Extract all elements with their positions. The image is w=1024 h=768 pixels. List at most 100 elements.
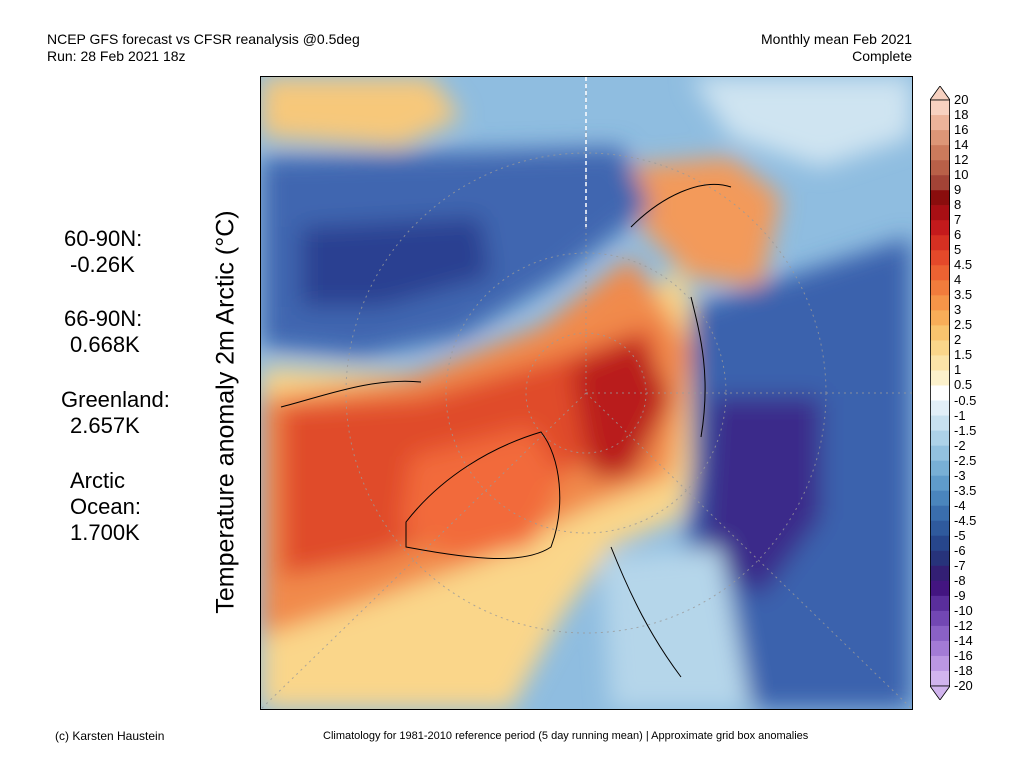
colorbar-cell xyxy=(930,610,950,627)
colorbar-tick-label: 2 xyxy=(954,332,962,348)
coastlines xyxy=(280,183,732,678)
colorbar-cell xyxy=(930,595,950,612)
colorbar-tick-label: -18 xyxy=(954,662,973,678)
colorbar-cell xyxy=(930,565,950,582)
colorbar-tick-label: -4 xyxy=(954,497,966,513)
colorbar-tick-label: -16 xyxy=(954,647,973,663)
colorbar-cell xyxy=(930,580,950,597)
colorbar-tick-label: -5 xyxy=(954,527,966,543)
colorbar-cell xyxy=(930,175,950,191)
colorbar-tick-label: -2.5 xyxy=(954,452,977,468)
colorbar-cell xyxy=(930,415,950,431)
colorbar-cell xyxy=(930,310,950,326)
colorbar-cell xyxy=(930,625,950,642)
colorbar-bottom-triangle xyxy=(930,685,950,700)
colorbar-tick-label: -4.5 xyxy=(954,512,977,528)
colorbar-tick-label: 14 xyxy=(954,137,969,153)
colorbar-tick-label: 4.5 xyxy=(954,257,973,273)
colorbar-cell xyxy=(930,655,950,672)
colorbar-tick-label: 6 xyxy=(954,227,962,243)
colorbar-top-triangle xyxy=(930,86,950,101)
colorbar-cell xyxy=(930,340,950,356)
colorbar-tick-label: 12 xyxy=(954,152,969,168)
colorbar-tick-label: 5 xyxy=(954,242,962,258)
colorbar-cell xyxy=(930,385,950,401)
colorbar-cell xyxy=(930,640,950,657)
colorbar-tick-label: 3 xyxy=(954,302,962,318)
colorbar-cell xyxy=(930,235,950,251)
period-title: Monthly mean Feb 2021 xyxy=(761,31,912,47)
colorbar-tick-label: -1.5 xyxy=(954,422,977,438)
colorbar-tick-label: -3 xyxy=(954,467,966,483)
colorbar-cell xyxy=(930,430,950,446)
axis-label: Temperature anomaly 2m Arctic (°C) xyxy=(211,210,240,614)
stat-label: Ocean: xyxy=(70,494,141,519)
colorbar-tick-label: -2 xyxy=(954,437,966,453)
colorbar-tick-label: -6 xyxy=(954,542,966,558)
colorbar-tick-label: 0.5 xyxy=(954,377,973,393)
colorbar-tick-label: 2.5 xyxy=(954,317,973,333)
colorbar-cell xyxy=(930,505,950,522)
colorbar-tick-label: -14 xyxy=(954,632,973,648)
colorbar-cell xyxy=(930,250,950,266)
run-time: Run: 28 Feb 2021 18z xyxy=(47,48,186,64)
colorbar-cell xyxy=(930,295,950,311)
status-label: Complete xyxy=(852,48,912,64)
colorbar-tick-label: 1 xyxy=(954,362,962,378)
colorbar-cell xyxy=(930,145,950,161)
stat-arctic-ocean: Arctic Ocean: 1.700K xyxy=(70,468,141,546)
colorbar-cell xyxy=(930,445,950,461)
colorbar-cell xyxy=(930,130,950,146)
colorbar-tick-label: 7 xyxy=(954,212,962,228)
colorbar-cell xyxy=(930,370,950,386)
colorbar-tick-label: 8 xyxy=(954,197,962,213)
colorbar-cell xyxy=(930,115,950,131)
colorbar-cell xyxy=(930,160,950,176)
colorbar-cell xyxy=(930,190,950,206)
colorbar-cell xyxy=(930,550,950,567)
colorbar-tick-label: -9 xyxy=(954,587,966,603)
stat-label: 66-90N: xyxy=(64,306,143,331)
colorbar-cell xyxy=(930,325,950,341)
colorbar-tick-label: -10 xyxy=(954,602,973,618)
colorbar-cell xyxy=(930,100,950,116)
stat-label: 60-90N: xyxy=(64,226,143,251)
header-right: Monthly mean Feb 2021 Complete xyxy=(761,31,912,65)
colorbar-cell xyxy=(930,475,950,491)
colorbar-tick-label: -7 xyxy=(954,557,966,573)
colorbar-tick-label: 16 xyxy=(954,122,969,138)
colorbar-tick-label: 18 xyxy=(954,107,969,123)
colorbar-tick-label: -8 xyxy=(954,572,966,588)
colorbar-cell xyxy=(930,460,950,476)
stat-66-90n: 66-90N: 0.668K xyxy=(64,306,142,358)
colorbar-tick-label: -1 xyxy=(954,407,966,423)
stat-value: 2.657K xyxy=(70,413,140,438)
map-svg xyxy=(261,77,912,709)
stat-value: 0.668K xyxy=(70,332,140,357)
colorbar-cell xyxy=(930,520,950,537)
colorbar-cell xyxy=(930,535,950,552)
colorbar-cell xyxy=(930,670,950,687)
colorbar-tick-label: -0.5 xyxy=(954,392,977,408)
stat-value: 1.700K xyxy=(70,520,140,545)
stat-greenland: Greenland: 2.657K xyxy=(61,387,170,439)
colorbar-tick-label: 4 xyxy=(954,272,962,288)
colorbar-tick-label: -12 xyxy=(954,617,973,633)
stat-value: -0.26K xyxy=(70,252,135,277)
colorbar-cell xyxy=(930,205,950,221)
colorbar-tick-label: 9 xyxy=(954,182,962,198)
credit: (c) Karsten Haustein xyxy=(55,729,165,743)
anomaly-map xyxy=(260,76,913,710)
colorbar-tick-label: 1.5 xyxy=(954,347,973,363)
colorbar-tick-label: 20 xyxy=(954,92,969,107)
stat-label: Greenland: xyxy=(61,387,170,412)
header-left: NCEP GFS forecast vs CFSR reanalysis @0.… xyxy=(47,31,360,65)
colorbar-cell xyxy=(930,490,950,506)
stat-60-90n: 60-90N: -0.26K xyxy=(64,226,142,278)
colorbar-tick-label: 3.5 xyxy=(954,287,973,303)
colorbar-cell xyxy=(930,265,950,281)
colorbar-cell xyxy=(930,355,950,371)
colorbar xyxy=(930,86,950,700)
colorbar-cell xyxy=(930,280,950,296)
climatology-note: Climatology for 1981-2010 reference peri… xyxy=(323,730,809,742)
